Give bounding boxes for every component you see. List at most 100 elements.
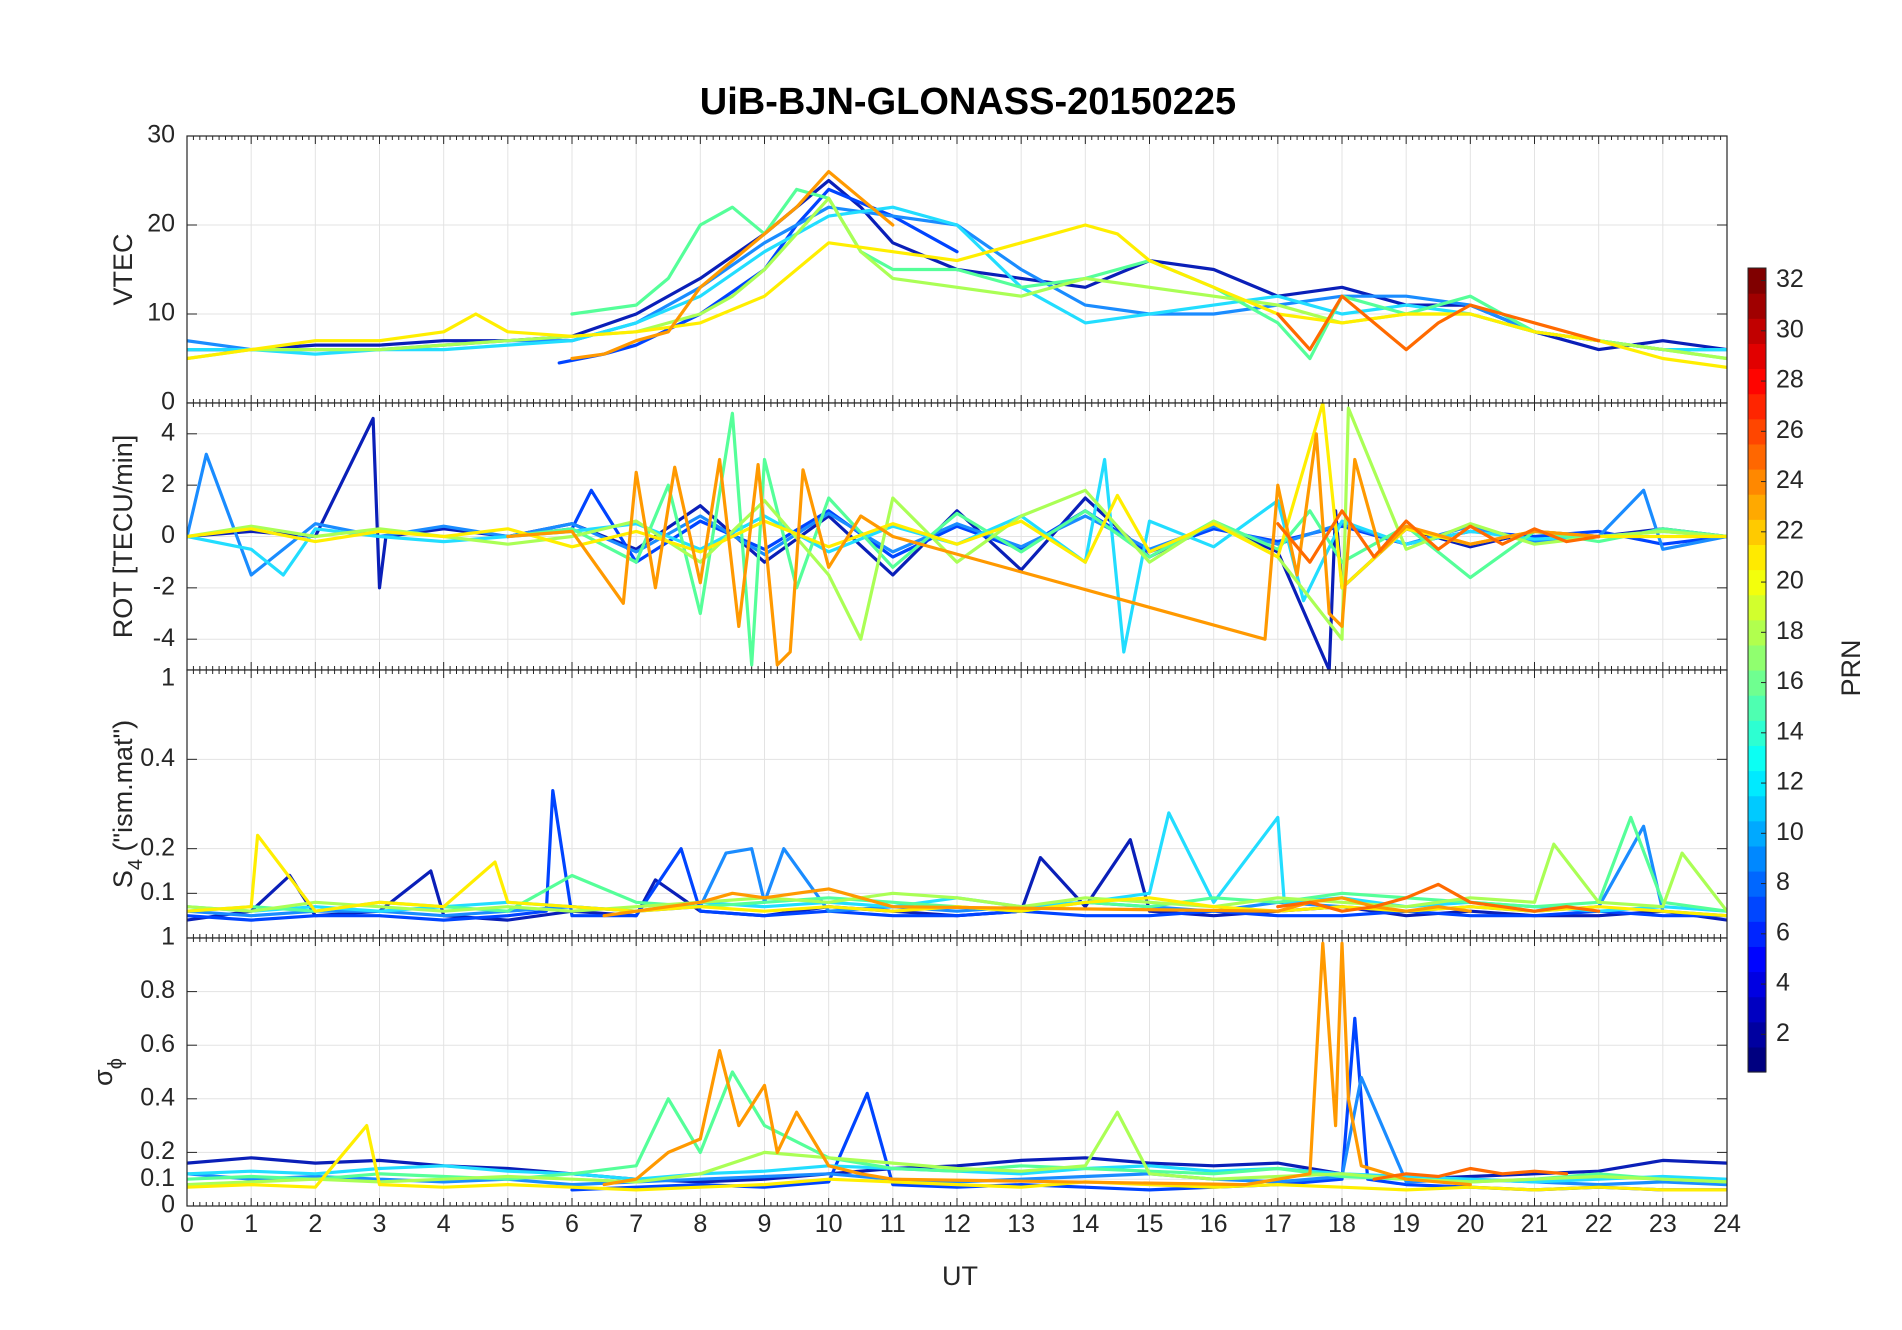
colorbar-segment	[1748, 519, 1766, 545]
y-tick-label: 0.1	[140, 878, 175, 906]
colorbar-segment	[1748, 720, 1766, 746]
colorbar-segment	[1748, 644, 1766, 671]
colorbar-tick-label: 14	[1776, 717, 1804, 745]
colorbar-segment	[1748, 1021, 1766, 1048]
series-line-prn-6	[187, 788, 1727, 922]
colorbar-segment	[1748, 469, 1766, 495]
y-axis-label: σϕ	[88, 1058, 127, 1086]
x-tick-label: 5	[501, 1210, 515, 1238]
x-tick-label: 17	[1264, 1210, 1292, 1238]
series-line-prn-2	[187, 838, 1727, 922]
colorbar-segment	[1748, 896, 1766, 922]
y-axis-label-main: S	[108, 870, 138, 888]
y-tick-label: 0.4	[140, 744, 175, 772]
x-tick-label: 18	[1328, 1210, 1356, 1238]
colorbar-segment	[1748, 443, 1766, 470]
colorbar-segment	[1748, 871, 1766, 897]
series-group	[187, 941, 1727, 1192]
y-axis-label-subscript: 4	[125, 859, 147, 870]
series-line-prn-24	[1276, 882, 1601, 913]
y-tick-label: 0	[161, 1191, 175, 1219]
x-tick-label: 10	[815, 1210, 843, 1238]
x-tick-label: 22	[1585, 1210, 1613, 1238]
series-group	[187, 170, 1727, 369]
y-tick-label: 0.2	[140, 1137, 175, 1165]
colorbar-tick-label: 28	[1776, 366, 1804, 394]
colorbar-segment	[1748, 1046, 1766, 1073]
series-group	[187, 788, 1727, 922]
series-line-prn-24	[1276, 294, 1601, 352]
y-tick-label: 0.4	[140, 1083, 175, 1111]
y-axis-label-subscript: ϕ	[105, 1058, 127, 1069]
x-tick-label: 8	[693, 1210, 707, 1238]
y-axis-label: ROT [TECU/min]	[108, 435, 138, 639]
colorbar-tick-label: 30	[1776, 315, 1804, 343]
y-tick-label: 1	[161, 923, 175, 951]
series-line-prn-24	[1372, 1166, 1569, 1181]
colorbar-segment	[1748, 795, 1766, 822]
series-line-prn-23	[602, 941, 1472, 1187]
colorbar-label: PRN	[1836, 639, 1866, 696]
y-axis-label: S4 ("ism.mat")	[108, 720, 147, 888]
colorbar-tick-label: 10	[1776, 818, 1804, 846]
x-tick-label: 2	[308, 1210, 322, 1238]
y-tick-label: 30	[147, 121, 175, 149]
x-tick-label: 24	[1713, 1210, 1741, 1238]
colorbar-segment	[1748, 770, 1766, 797]
series-line-prn-17	[187, 406, 1727, 641]
y-tick-label: 20	[147, 210, 175, 238]
x-axis: 0 1 2 3 4 5 6 7 8 9 10 11 12 13 14 15 16 17 18 19 20 21 22 23 24	[180, 1210, 1741, 1238]
series-line-prn-17	[187, 1110, 1727, 1187]
y-tick-label: 0	[161, 521, 175, 549]
colorbar-segment	[1748, 569, 1766, 596]
colorbar-segment	[1748, 393, 1766, 420]
colorbar-segment	[1748, 494, 1766, 520]
x-tick-label: 13	[1007, 1210, 1035, 1238]
x-tick-label: 7	[629, 1210, 643, 1238]
y-tick-label: 1	[161, 664, 175, 692]
colorbar-segment	[1748, 293, 1766, 319]
x-tick-label: 11	[880, 1210, 906, 1238]
series-line-prn-23	[506, 432, 1601, 667]
x-tick-label: 6	[565, 1210, 579, 1238]
panel-sigma: 00.10.2 0.4 0.6 0.8 1 σϕ	[88, 923, 1728, 1219]
series-line-prn-20	[187, 1123, 1727, 1192]
x-tick-label: 4	[437, 1210, 451, 1238]
colorbar-segment	[1748, 971, 1766, 998]
x-tick-label: 9	[758, 1210, 772, 1238]
y-tick-label: 0.6	[140, 1030, 175, 1058]
x-tick-label: 14	[1071, 1210, 1099, 1238]
colorbar-segment	[1748, 544, 1766, 571]
colorbar-tick-label: 24	[1776, 466, 1804, 494]
colorbar-tick-label: 8	[1776, 868, 1790, 896]
y-tick-label: 0	[161, 388, 175, 416]
colorbar-tick-label: 4	[1776, 969, 1790, 997]
x-axis-label: UT	[942, 1261, 978, 1291]
colorbar-segment	[1748, 343, 1766, 370]
colorbar-tick-label: 2	[1776, 1019, 1790, 1047]
series-line-prn-15	[570, 187, 1727, 361]
series-line-prn-23	[602, 887, 1472, 918]
chart-title: UiB-BJN-GLONASS-20150225	[700, 81, 1236, 123]
x-tick-label: 19	[1392, 1210, 1420, 1238]
colorbar-frame	[1747, 267, 1767, 1073]
y-tick-label: 2	[161, 470, 175, 498]
series-line-prn-20	[187, 223, 1727, 369]
colorbar-segment	[1748, 745, 1766, 772]
colorbar-segment	[1748, 670, 1766, 696]
panel-rot: -4 -2 0 2 4 ROT [TECU/min]	[108, 402, 1728, 671]
colorbar-segment	[1748, 619, 1766, 646]
colorbar-tick-label: 12	[1776, 768, 1804, 796]
x-tick-label: 3	[373, 1210, 387, 1238]
colorbar-tick-label: 6	[1776, 918, 1790, 946]
x-tick-label: 23	[1649, 1210, 1677, 1238]
x-tick-label: 16	[1200, 1210, 1228, 1238]
series-group	[187, 403, 1727, 670]
x-tick-label: 20	[1456, 1210, 1484, 1238]
x-tick-label: 21	[1521, 1210, 1549, 1238]
y-axis-label-suffix: ("ism.mat")	[108, 720, 138, 859]
y-tick-label: 0.8	[140, 976, 175, 1004]
